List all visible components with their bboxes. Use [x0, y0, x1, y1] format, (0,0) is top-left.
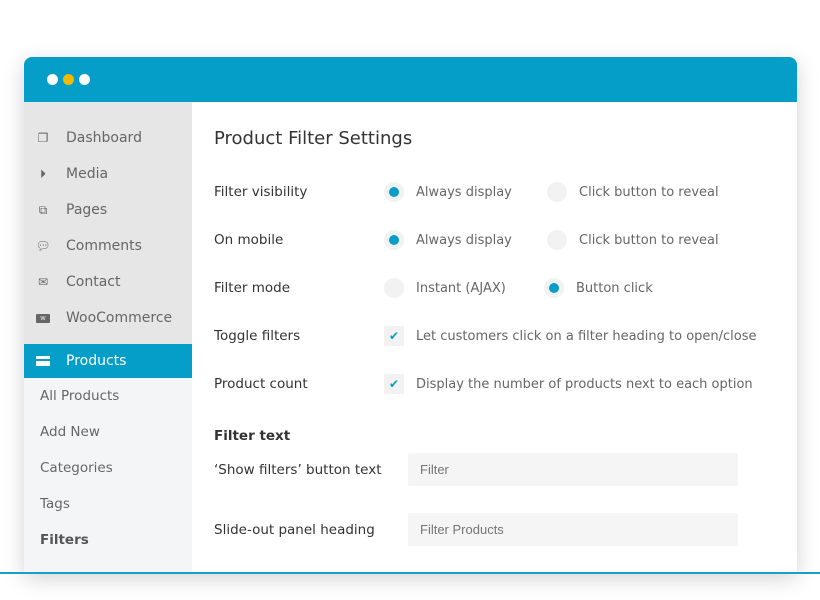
filter-text-heading: Filter text [214, 428, 291, 444]
sidebar-item-label: Dashboard [66, 130, 142, 146]
comments-icon: 💬︎ [35, 239, 51, 253]
option-label: Always display [416, 184, 512, 200]
title-bar [24, 57, 797, 102]
sidebar-item-label: WooCommerce [66, 310, 173, 326]
check-icon[interactable]: ✔ [384, 374, 404, 394]
setting-on-mobile: On mobile Always display Click button to… [214, 228, 774, 252]
option-label: Click button to reveal [579, 232, 719, 248]
minimize-dot[interactable] [63, 74, 74, 85]
setting-label: Filter visibility [214, 184, 308, 200]
show-filters-input[interactable] [408, 453, 738, 486]
archive-icon [36, 356, 50, 366]
setting-label: Filter mode [214, 280, 291, 296]
toggle-filters-checkbox[interactable]: ✔ Let customers click on a filter heading… [384, 326, 757, 346]
product-count-checkbox[interactable]: ✔ Display the number of products next to … [384, 374, 753, 394]
radio-button[interactable] [547, 230, 567, 250]
check-icon[interactable]: ✔ [384, 326, 404, 346]
option-label: Click button to reveal [579, 184, 719, 200]
radio-button[interactable] [544, 278, 564, 298]
sidebar-item-products[interactable]: Products [24, 344, 192, 378]
setting-filter-visibility: Filter visibility Always display Click b… [214, 180, 774, 204]
panel-heading-label: Slide-out panel heading [214, 522, 375, 538]
sidebar-item-pages[interactable]: ⧉ Pages [24, 192, 192, 228]
divider-line [0, 572, 820, 574]
radio-instant-ajax[interactable]: Instant (AJAX) [384, 278, 544, 298]
panel-heading-input[interactable] [408, 513, 738, 546]
setting-label: Product count [214, 376, 308, 392]
sidebar-item-label: Contact [66, 274, 121, 290]
setting-toggle-filters: Toggle filters ✔ Let customers click on a… [214, 324, 794, 348]
option-label: Let customers click on a filter heading … [416, 328, 757, 344]
sidebar: ❐ Dashboard ⏵ Media ⧉ Pages 💬︎ Comments ✉ Con… [24, 102, 192, 572]
woo-icon: w [36, 313, 50, 323]
submenu-add-new[interactable]: Add New [40, 424, 100, 440]
sidebar-item-comments[interactable]: 💬︎ Comments [24, 228, 192, 264]
radio-always-display[interactable]: Always display [384, 182, 547, 202]
sidebar-item-label: Comments [66, 238, 142, 254]
radio-button-click[interactable]: Button click [544, 278, 653, 298]
sidebar-item-label: Pages [66, 202, 108, 218]
show-filters-label: ‘Show filters’ button text [214, 462, 382, 478]
close-dot[interactable] [47, 74, 58, 85]
radio-always-display[interactable]: Always display [384, 230, 547, 250]
option-label: Always display [416, 232, 512, 248]
setting-filter-mode: Filter mode Instant (AJAX) Button click [214, 276, 774, 300]
sidebar-item-label: Media [66, 166, 109, 182]
app-window: ❐ Dashboard ⏵ Media ⧉ Pages 💬︎ Comments ✉ Con… [24, 57, 797, 572]
radio-click-to-reveal[interactable]: Click button to reveal [547, 230, 719, 250]
dashboard-icon: ❐ [37, 131, 49, 145]
setting-label: Toggle filters [214, 328, 301, 344]
submenu-all-products[interactable]: All Products [40, 388, 120, 404]
settings-panel: Product Filter Settings Filter visibilit… [214, 102, 797, 572]
radio-button[interactable] [384, 182, 404, 202]
setting-label: On mobile [214, 232, 284, 248]
sidebar-item-woocommerce[interactable]: w WooCommerce [24, 300, 192, 336]
media-play-icon: ⏵ [39, 166, 46, 181]
page-title: Product Filter Settings [214, 128, 413, 149]
submenu-categories[interactable]: Categories [40, 460, 113, 476]
option-label: Display the number of products next to e… [416, 376, 753, 392]
submenu-tags[interactable]: Tags [40, 496, 70, 512]
submenu-filters[interactable]: Filters [40, 532, 89, 548]
radio-click-to-reveal[interactable]: Click button to reveal [547, 182, 719, 202]
pages-icon: ⧉ [38, 202, 48, 217]
sidebar-item-label: Products [66, 353, 127, 369]
setting-product-count: Product count ✔ Display the number of pro… [214, 372, 794, 396]
sidebar-item-dashboard[interactable]: ❐ Dashboard [24, 120, 192, 156]
sidebar-item-contact[interactable]: ✉ Contact [24, 264, 192, 300]
radio-button[interactable] [384, 230, 404, 250]
maximize-dot[interactable] [79, 74, 90, 85]
sidebar-item-media[interactable]: ⏵ Media [24, 156, 192, 192]
option-label: Button click [576, 280, 653, 296]
radio-button[interactable] [547, 182, 567, 202]
radio-button[interactable] [384, 278, 404, 298]
option-label: Instant (AJAX) [416, 280, 506, 296]
envelope-icon: ✉ [37, 275, 49, 289]
